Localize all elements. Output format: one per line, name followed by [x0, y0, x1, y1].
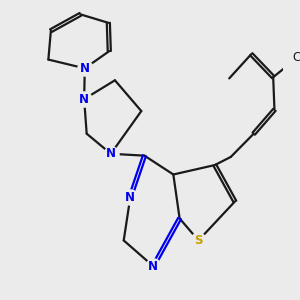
Text: Cl: Cl	[292, 51, 300, 64]
Text: N: N	[79, 93, 89, 106]
Text: S: S	[194, 234, 203, 247]
Text: N: N	[80, 62, 90, 75]
Text: N: N	[148, 260, 158, 273]
Text: N: N	[125, 190, 135, 204]
Text: N: N	[106, 147, 116, 160]
